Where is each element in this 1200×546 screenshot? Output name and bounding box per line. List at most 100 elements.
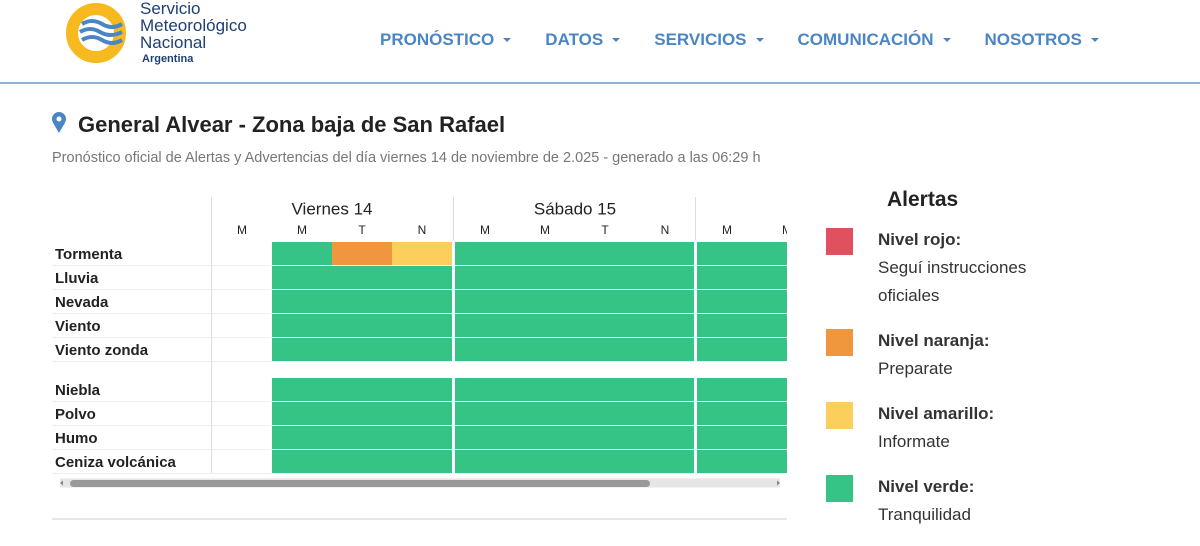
day-label: Sábado 15 (534, 199, 616, 218)
alert-cell (757, 378, 787, 401)
alert-cell (515, 450, 575, 473)
logo-icon[interactable] (60, 0, 140, 70)
legend-title: Alertas (887, 188, 959, 211)
alert-cell (757, 290, 787, 313)
day-label: Viernes 14 (292, 199, 373, 218)
logo-text[interactable]: Nacional (140, 33, 207, 52)
alert-cell (515, 242, 575, 265)
alert-cell (515, 290, 575, 313)
row-label: Nevada (55, 294, 109, 311)
alert-cell (635, 402, 695, 425)
alert-cell (455, 378, 515, 401)
alert-cell (332, 314, 392, 337)
alert-cell (392, 338, 452, 361)
row-label: Niebla (55, 382, 101, 399)
alert-cell (272, 450, 332, 473)
legend-level: Nivel amarillo: (878, 404, 995, 423)
alert-cell (575, 426, 635, 449)
logo-text[interactable]: Servicio (140, 0, 201, 18)
nav-item[interactable]: COMUNICACIÓN (798, 30, 951, 50)
alert-cell (392, 450, 452, 473)
nav-label[interactable]: PRONÓSTICO (380, 30, 495, 49)
nav-item[interactable]: DATOS (545, 30, 621, 50)
period-label: T (601, 223, 609, 237)
legend-item: Nivel verde: Tranquilidad (826, 473, 1086, 529)
alert-cell (635, 266, 695, 289)
alert-cell (332, 266, 392, 289)
alert-cell (455, 402, 515, 425)
nav-item[interactable]: SERVICIOS (654, 30, 764, 50)
alert-cell (515, 426, 575, 449)
legend-level: Nivel verde: (878, 477, 975, 496)
alert-cell (392, 426, 452, 449)
nav-label[interactable]: DATOS (545, 30, 604, 49)
period-label: N (418, 223, 427, 237)
legend-description: Informate (878, 432, 950, 451)
legend-item: Nivel naranja: Preparate (826, 327, 1086, 383)
alert-cell (515, 402, 575, 425)
legend-swatch (826, 228, 853, 255)
alert-cell (272, 314, 332, 337)
period-label: M (782, 223, 792, 237)
alert-cell (392, 378, 452, 401)
period-label: M (297, 223, 307, 237)
alert-cell (697, 402, 757, 425)
period-label: M (480, 223, 490, 237)
alert-cell (392, 402, 452, 425)
alert-cell (332, 378, 392, 401)
alert-cell (332, 402, 392, 425)
alert-cell (757, 402, 787, 425)
nav-label[interactable]: NOSOTROS (984, 30, 1082, 49)
alert-cell (757, 426, 787, 449)
row-label: Viento zonda (55, 342, 149, 359)
alert-cell (455, 290, 515, 313)
alert-cell (575, 242, 635, 265)
nav-item[interactable]: PRONÓSTICO (380, 30, 512, 50)
nav-label[interactable]: SERVICIOS (654, 30, 747, 49)
legend-swatch (826, 329, 853, 356)
alert-cell (635, 290, 695, 313)
row-label: Tormenta (55, 246, 123, 263)
legend-description: Tranquilidad (878, 505, 971, 524)
alert-cell (455, 426, 515, 449)
alert-cell (272, 266, 332, 289)
alert-cell (272, 242, 332, 265)
legend-text: Nivel verde: Tranquilidad (878, 473, 1073, 529)
row-label: Ceniza volcánica (55, 454, 177, 471)
logo-text[interactable]: Meteorológico (140, 16, 247, 35)
alert-cell (455, 266, 515, 289)
alert-cell (697, 426, 757, 449)
alert-cell (757, 450, 787, 473)
alert-cell (332, 242, 392, 265)
alert-cell (635, 450, 695, 473)
scrollbar-thumb[interactable] (70, 480, 650, 487)
nav-caret (612, 38, 621, 42)
nav: PRONÓSTICO DATOS SERVICIOS COMUNICACIÓN NOSO… (380, 30, 1133, 50)
alert-cell (392, 266, 452, 289)
alert-cell (575, 402, 635, 425)
alert-cell (697, 338, 757, 361)
alert-cell (757, 338, 787, 361)
alert-cell (272, 426, 332, 449)
nav-label[interactable]: COMUNICACIÓN (797, 30, 934, 49)
logo-text[interactable]: Argentina (142, 53, 194, 65)
nav-item[interactable]: NOSOTROS (985, 30, 1099, 50)
alert-cell (757, 266, 787, 289)
location-pin (52, 112, 66, 133)
legend-swatch (826, 402, 853, 429)
legend-swatch (826, 475, 853, 502)
alert-cell (272, 338, 332, 361)
row-label: Viento (55, 318, 101, 335)
alert-cell (757, 242, 787, 265)
alert-cell (757, 314, 787, 337)
alert-cell (635, 378, 695, 401)
location-subtitle: Pronóstico oficial de Alertas y Adverten… (52, 150, 761, 166)
alert-cell (697, 450, 757, 473)
period-label: M (540, 223, 550, 237)
alert-cell (575, 314, 635, 337)
alert-cell (635, 338, 695, 361)
alert-cell (455, 314, 515, 337)
day-gap (694, 240, 697, 476)
period-label: M (722, 223, 732, 237)
